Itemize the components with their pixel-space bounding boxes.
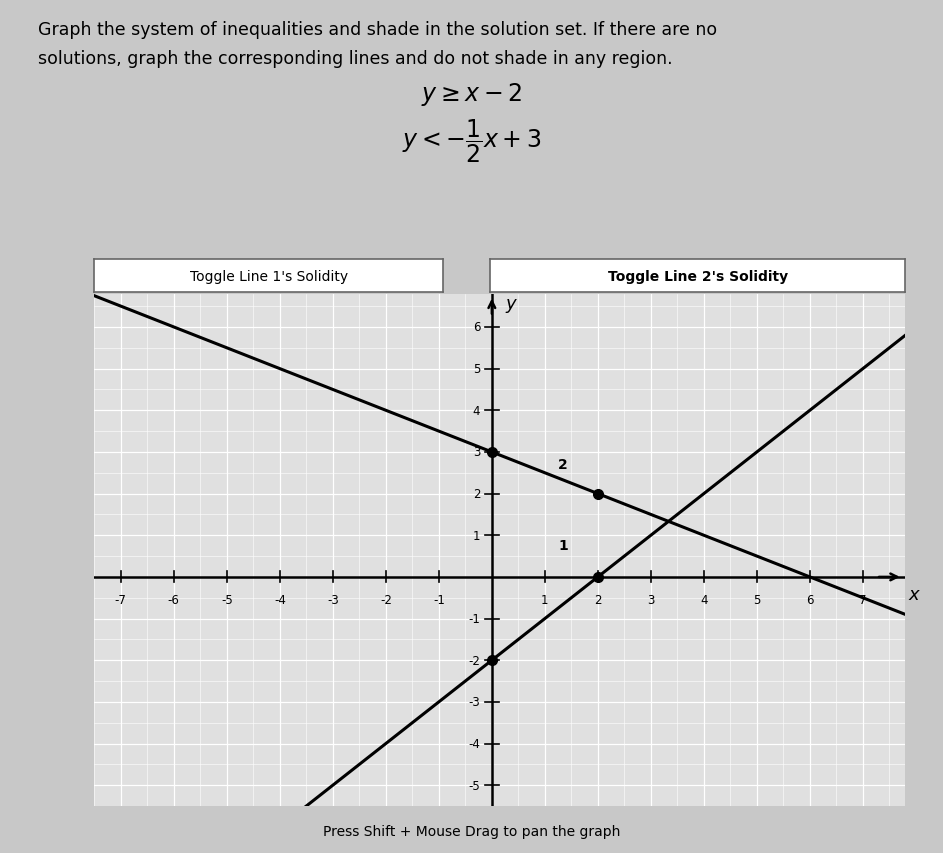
Text: -3: -3 [469, 695, 480, 709]
Text: 4: 4 [700, 593, 707, 606]
Text: -2: -2 [469, 654, 480, 667]
Text: -7: -7 [115, 593, 126, 606]
Text: 2: 2 [558, 457, 568, 471]
Text: 4: 4 [472, 404, 480, 417]
Text: Graph the system of inequalities and shade in the solution set. If there are no: Graph the system of inequalities and sha… [38, 21, 717, 39]
Text: solutions, graph the corresponding lines and do not shade in any region.: solutions, graph the corresponding lines… [38, 49, 672, 67]
Text: -1: -1 [433, 593, 445, 606]
Text: -5: -5 [221, 593, 233, 606]
Text: 7: 7 [859, 593, 867, 606]
Text: -5: -5 [469, 779, 480, 792]
Text: $y$: $y$ [505, 296, 519, 315]
Text: $y \geq x - 2$: $y \geq x - 2$ [421, 81, 522, 108]
Text: 6: 6 [472, 321, 480, 334]
Text: 5: 5 [753, 593, 761, 606]
Text: $x$: $x$ [908, 585, 921, 603]
Text: -3: -3 [327, 593, 339, 606]
Text: 2: 2 [472, 488, 480, 501]
Text: -4: -4 [469, 737, 480, 750]
Text: Toggle Line 1's Solidity: Toggle Line 1's Solidity [190, 270, 348, 283]
Text: 3: 3 [472, 446, 480, 459]
Text: 1: 1 [558, 538, 568, 552]
Text: Press Shift + Mouse Drag to pan the graph: Press Shift + Mouse Drag to pan the grap… [323, 824, 620, 838]
Text: 6: 6 [806, 593, 814, 606]
Text: Toggle Line 2's Solidity: Toggle Line 2's Solidity [607, 270, 788, 283]
Text: 1: 1 [541, 593, 549, 606]
Text: -2: -2 [380, 593, 391, 606]
Text: -4: -4 [273, 593, 286, 606]
Text: -6: -6 [168, 593, 180, 606]
Text: 2: 2 [594, 593, 602, 606]
Text: 5: 5 [472, 363, 480, 375]
Text: -1: -1 [469, 612, 480, 625]
Text: $y < -\dfrac{1}{2}x + 3$: $y < -\dfrac{1}{2}x + 3$ [402, 118, 541, 165]
Text: 1: 1 [472, 529, 480, 543]
Text: 3: 3 [647, 593, 654, 606]
